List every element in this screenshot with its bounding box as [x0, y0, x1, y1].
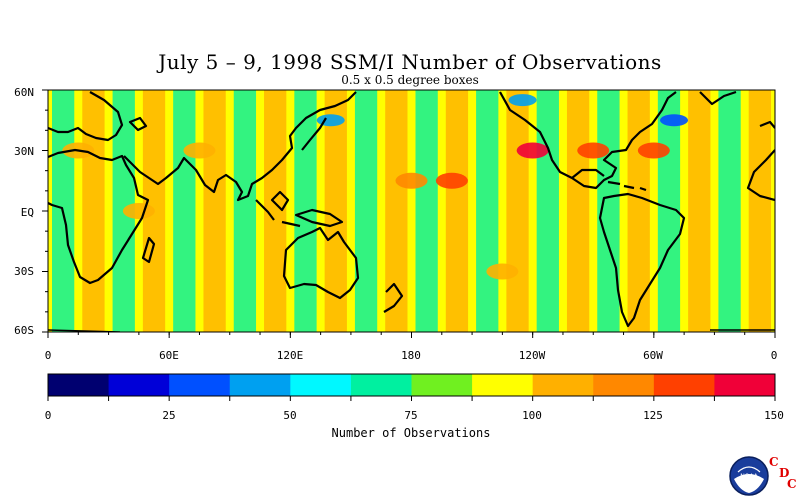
noaa-logo-text: NOAA — [740, 473, 758, 480]
hotspot — [637, 142, 670, 159]
cdc-letter-d: D — [779, 466, 790, 480]
coastline-greenland — [699, 90, 737, 106]
field-band — [718, 90, 741, 332]
lon-label-60w: 60W — [643, 349, 663, 362]
colorbar-swatch — [714, 374, 776, 396]
coastline-caribbean — [607, 180, 647, 192]
observation-hotspots — [62, 94, 689, 280]
field-band — [354, 90, 378, 332]
colorbar-tick-0: 0 — [44, 409, 52, 422]
coastline-iberia — [759, 120, 775, 129]
field-band — [536, 90, 559, 332]
colorbar-swatch — [653, 374, 715, 396]
cdc-letter-c2: C — [787, 477, 797, 491]
field-band — [506, 90, 529, 332]
colorbar-tick-50: 50 — [283, 409, 297, 422]
lat-label-60s: 60S — [14, 324, 34, 337]
field-band — [566, 90, 590, 332]
colorbar-swatch — [169, 374, 231, 396]
field-band — [385, 90, 408, 332]
observation-field — [48, 90, 775, 332]
coastline-south-america — [598, 192, 686, 328]
chart-title: July 5 – 9, 1998 SSM/I Number of Observa… — [158, 50, 662, 74]
hotspot — [122, 203, 155, 219]
noaa-logo: NOAA — [729, 456, 769, 496]
coastline-europe — [48, 91, 124, 142]
colorbar-swatch — [290, 374, 352, 396]
colorbar — [47, 373, 776, 401]
lon-label-0-end: 0 — [770, 349, 778, 362]
lon-label-120w: 120W — [518, 349, 546, 362]
field-band — [476, 90, 499, 332]
field-band — [415, 90, 438, 332]
coastline-inland-sea — [128, 116, 148, 132]
coastline-asia — [123, 91, 357, 202]
coastline-madagascar — [141, 236, 156, 264]
cdc-letter-c1: C — [769, 455, 779, 469]
field-band — [233, 90, 257, 332]
axis-ticks — [42, 89, 776, 338]
colorbar-swatch — [108, 374, 170, 396]
lat-label-30n: 30N — [14, 145, 34, 158]
lon-label-180: 180 — [401, 349, 421, 362]
coastline-west-africa — [746, 149, 775, 202]
chart-subtitle: 0.5 x 0.5 degree boxes — [341, 73, 479, 87]
coastline-africa — [48, 148, 150, 285]
colorbar-tick-75: 75 — [404, 409, 418, 422]
hotspot — [435, 172, 468, 189]
colorbar-swatch — [472, 374, 534, 396]
field-band — [82, 90, 105, 332]
lon-label-60e: 60E — [159, 349, 179, 362]
colorbar-tick-150: 150 — [764, 409, 784, 422]
coastline-new-zealand — [383, 282, 404, 313]
field-band — [688, 90, 711, 332]
lat-label-eq: EQ — [20, 206, 34, 219]
field-band — [627, 90, 650, 332]
field-band — [203, 90, 226, 332]
colorbar-tick-100: 100 — [522, 409, 542, 422]
colorbar-swatch — [411, 374, 473, 396]
hotspot — [577, 142, 610, 159]
low-area — [660, 114, 689, 127]
colorbar-swatch — [48, 374, 110, 396]
field-band — [264, 90, 287, 332]
colorbar-swatch — [229, 374, 291, 396]
field-background — [48, 90, 775, 332]
coastline-north-america — [499, 91, 677, 190]
low-area — [508, 94, 537, 107]
coastline-gulf — [571, 168, 605, 179]
hotspot — [486, 263, 519, 280]
colorbar-tick-25: 25 — [162, 409, 176, 422]
coastline-japan — [301, 117, 327, 151]
hotspot — [395, 172, 428, 189]
colorbar-swatch — [593, 374, 655, 396]
hotspot — [516, 142, 549, 159]
colorbar-swatch — [350, 374, 412, 396]
lon-label-120e: 120E — [276, 349, 304, 362]
field-band — [324, 90, 347, 332]
lat-label-30s: 30S — [14, 265, 34, 278]
field-band — [445, 90, 469, 332]
coastline-australia — [282, 226, 360, 300]
hotspot — [183, 142, 216, 159]
lat-label-60n: 60N — [14, 86, 34, 99]
colorbar-label: Number of Observations — [331, 426, 491, 440]
coastline-indonesia — [255, 190, 344, 228]
field-band — [173, 90, 196, 332]
field-band — [748, 90, 771, 332]
colorbar-tick-125: 125 — [643, 409, 663, 422]
colorbar-swatch — [532, 374, 594, 396]
lon-label-0: 0 — [44, 349, 52, 362]
